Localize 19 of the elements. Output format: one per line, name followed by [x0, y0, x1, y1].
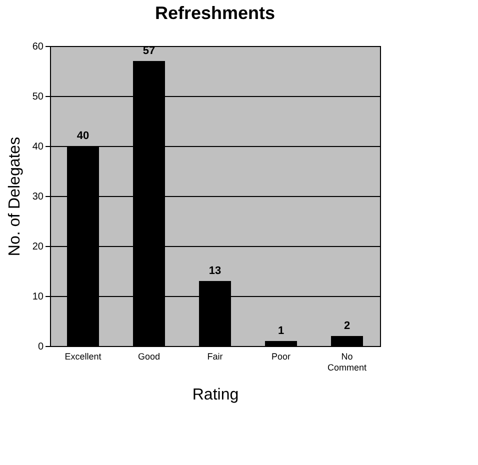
- data-label: 2: [344, 320, 350, 332]
- x-axis-title: Rating: [192, 386, 239, 404]
- y-tick-label: 20: [32, 242, 44, 252]
- x-tick-label: Poor: [271, 352, 291, 362]
- data-label: 40: [76, 130, 90, 142]
- x-tick-label: Excellent: [64, 352, 102, 362]
- x-tick-label: Fair: [207, 352, 223, 362]
- y-tick-label: 10: [32, 292, 44, 302]
- y-tick-label: 50: [32, 92, 44, 102]
- y-tick-label: 0: [38, 342, 44, 352]
- chart-title: Refreshments: [154, 3, 276, 23]
- y-tick-label: 30: [32, 192, 44, 202]
- y-tick-label: 40: [32, 142, 44, 152]
- x-tick-label: No Comment: [327, 352, 367, 372]
- data-label: 1: [278, 325, 284, 337]
- data-label: 13: [208, 265, 222, 277]
- y-tick-label: 60: [32, 42, 44, 52]
- y-axis-title: No. of Delegates: [6, 136, 24, 256]
- x-tick-label: Good: [138, 352, 160, 362]
